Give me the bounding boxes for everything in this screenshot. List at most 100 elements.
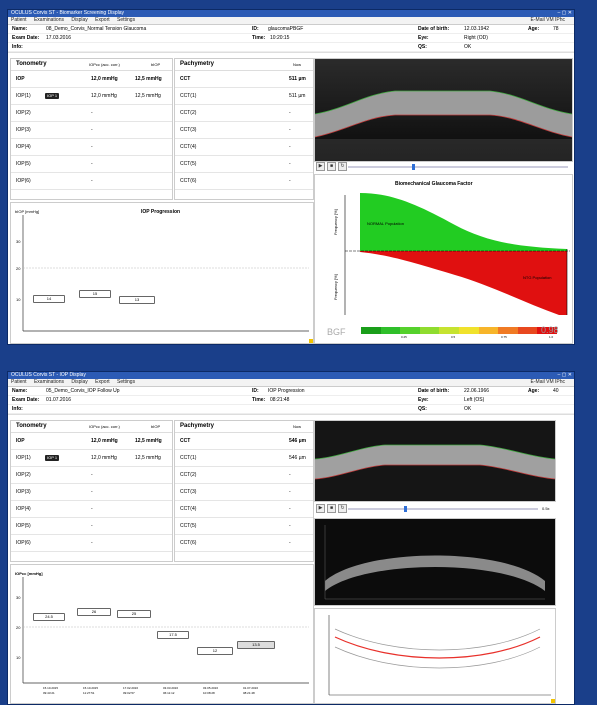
frame-slider-thumb[interactable] [412, 164, 415, 170]
normal-distribution [360, 193, 567, 251]
pachy-value: - [289, 540, 291, 546]
dob-label: Date of birth: [418, 26, 450, 32]
menu-patient[interactable]: Patient [11, 17, 27, 23]
resize-grip[interactable] [309, 339, 313, 343]
iop-box[interactable]: 17.5 [157, 631, 189, 639]
loop-icon[interactable]: ↻ [338, 161, 347, 171]
iop-measurement-pill[interactable]: IOP 1 [45, 455, 60, 461]
loop-icon[interactable]: ↻ [338, 503, 347, 513]
window-biomarker: OCULUS Corvis ST - Biomarker Screening D… [8, 10, 574, 344]
menu-right-icons[interactable]: E-Mail VM IPhc [530, 379, 565, 385]
tono-row-label: IOP(5) [16, 523, 31, 529]
pachy-row-label: CCT(2) [180, 472, 197, 478]
tono-value-iopcc: - [91, 472, 93, 478]
id-label: ID: [252, 26, 259, 32]
menu-display[interactable]: Display [71, 379, 88, 385]
pachy-row[interactable]: CCT(5) - [175, 518, 313, 535]
pachy-row[interactable]: CCT(2) - [175, 467, 313, 484]
stop-icon[interactable]: ■ [327, 161, 336, 171]
speed-label: 0.5x [542, 506, 550, 511]
menu-export[interactable]: Export [95, 17, 110, 23]
iop-box[interactable]: 15 [79, 290, 111, 298]
iop-box[interactable]: 12 [197, 647, 233, 655]
menu-right-icons[interactable]: E-Mail VM IPhc [530, 17, 565, 23]
tono-row[interactable]: IOP(4) - [11, 139, 172, 156]
stop-icon[interactable]: ■ [327, 503, 336, 513]
tono-row[interactable]: IOP(5) - [11, 518, 172, 535]
pachy-row-label: CCT(2) [180, 110, 197, 116]
tono-row[interactable]: IOP(6) - [11, 173, 172, 190]
iop-box[interactable]: 14 [33, 295, 65, 303]
menu-display[interactable]: Display [71, 17, 88, 23]
menu-export[interactable]: Export [95, 379, 110, 385]
pachy-row[interactable]: CCT(1) 546 µm [175, 450, 313, 467]
tono-row[interactable]: IOP(3) - [11, 484, 172, 501]
tono-row[interactable]: IOP(4) - [11, 501, 172, 518]
tonometry-panel: Tonometry IOPcc (acc. corr.) bIOP IOP 12,… [10, 58, 173, 200]
menu-examinations[interactable]: Examinations [33, 17, 64, 23]
menu-patient[interactable]: Patient [11, 379, 27, 385]
pachy-row-label: CCT(5) [180, 161, 197, 167]
tono-row[interactable]: IOP(1) IOP 1 12,0 mmHg 12,5 mmHg [11, 88, 172, 105]
iop-box[interactable]: 26 [77, 608, 111, 616]
iop-box[interactable]: 13 [119, 296, 155, 304]
tono-value-iopcc: - [91, 523, 93, 529]
pachy-row[interactable]: CCT(4) - [175, 501, 313, 518]
menu-settings[interactable]: Settings [117, 379, 136, 385]
tono-row[interactable]: IOP(1) IOP 1 12,0 mmHg 12,5 mmHg [11, 450, 172, 467]
window-controls[interactable]: – ▢ ✕ [557, 10, 572, 16]
bgf-ylabel-top: Frequency [%] [333, 209, 338, 235]
pachy-row[interactable]: CCT(5) - [175, 156, 313, 173]
frame-slider[interactable] [348, 164, 568, 170]
iop-progression-chart: IOP Progression bIOP [mmHg] 30 20 10 [15, 209, 309, 332]
play-icon[interactable]: ▶ [316, 503, 325, 513]
tick-20: 20 [16, 625, 21, 630]
pachy-row[interactable]: CCT(6) - [175, 535, 313, 552]
pachy-row[interactable]: CCT(2) - [175, 105, 313, 122]
tono-value-iopcc: - [91, 110, 93, 116]
patient-info: Name: 05_Demo_Corvis_IOP Follow Up ID: I… [8, 387, 574, 415]
pachy-row[interactable]: CCT(6) - [175, 173, 313, 190]
tono-value-iopcc: 12,0 mmHg [91, 76, 118, 82]
date-label: 15.10.2015 [83, 686, 99, 690]
iop-box-selected[interactable]: 13.5 [237, 641, 275, 649]
bgf-chart: Biomechanical Glaucoma Factor NORMAL Pop… [333, 181, 570, 315]
play-icon[interactable]: ▶ [316, 161, 325, 171]
eye-label: Eye: [418, 35, 429, 41]
tono-row[interactable]: IOP(2) - [11, 105, 172, 122]
window-controls[interactable]: – ▢ ✕ [557, 372, 572, 378]
cornea-image [314, 421, 556, 501]
iop-box[interactable]: 25 [117, 610, 151, 618]
pachy-row[interactable]: CCT(3) - [175, 122, 313, 139]
tono-row[interactable]: IOP(3) - [11, 122, 172, 139]
iop-box[interactable]: 24.5 [33, 613, 65, 621]
title-bar: OCULUS Corvis ST - Biomarker Screening D… [8, 10, 574, 17]
patient-name: 08_Demo_Corvis_Normal Tension Glaucoma [46, 26, 147, 32]
tono-row[interactable]: IOP(5) - [11, 156, 172, 173]
exam-label: Exam Date: [12, 397, 40, 403]
pachy-row[interactable]: CCT(1) 511 µm [175, 88, 313, 105]
iop-progression-panel: IOP Progression bIOP [mmHg] 30 20 10 14 … [10, 202, 314, 344]
pachy-row[interactable]: CCT(4) - [175, 139, 313, 156]
iop-measurement-pill[interactable]: IOP 1 [45, 93, 60, 99]
pachy-row[interactable]: CCT 511 µm [175, 71, 313, 88]
tono-row-label: IOP(6) [16, 178, 31, 184]
pachy-row[interactable]: CCT 546 µm [175, 433, 313, 450]
tono-row[interactable]: IOP 12,0 mmHg 12,5 mmHg [11, 71, 172, 88]
tono-row[interactable]: IOP(2) - [11, 467, 172, 484]
pachy-row-label: CCT(1) [180, 93, 197, 99]
prog-ylabel: bIOP [mmHg] [15, 209, 39, 214]
bgf-title: Biomechanical Glaucoma Factor [395, 181, 473, 187]
window-title: OCULUS Corvis ST - Biomarker Screening D… [11, 10, 124, 16]
tono-row[interactable]: IOP(6) - [11, 535, 172, 552]
resize-grip[interactable] [551, 699, 555, 703]
frame-slider[interactable] [348, 506, 538, 512]
frame-slider-thumb[interactable] [404, 506, 407, 512]
tono-row[interactable]: IOP 12,0 mmHg 12,5 mmHg [11, 433, 172, 450]
tono-value-iopcc: - [91, 506, 93, 512]
pachy-row-label: CCT(4) [180, 506, 197, 512]
playback-controls: ▶ ■ ↻ [316, 161, 347, 171]
pachy-row[interactable]: CCT(3) - [175, 484, 313, 501]
menu-examinations[interactable]: Examinations [33, 379, 64, 385]
menu-settings[interactable]: Settings [117, 17, 136, 23]
